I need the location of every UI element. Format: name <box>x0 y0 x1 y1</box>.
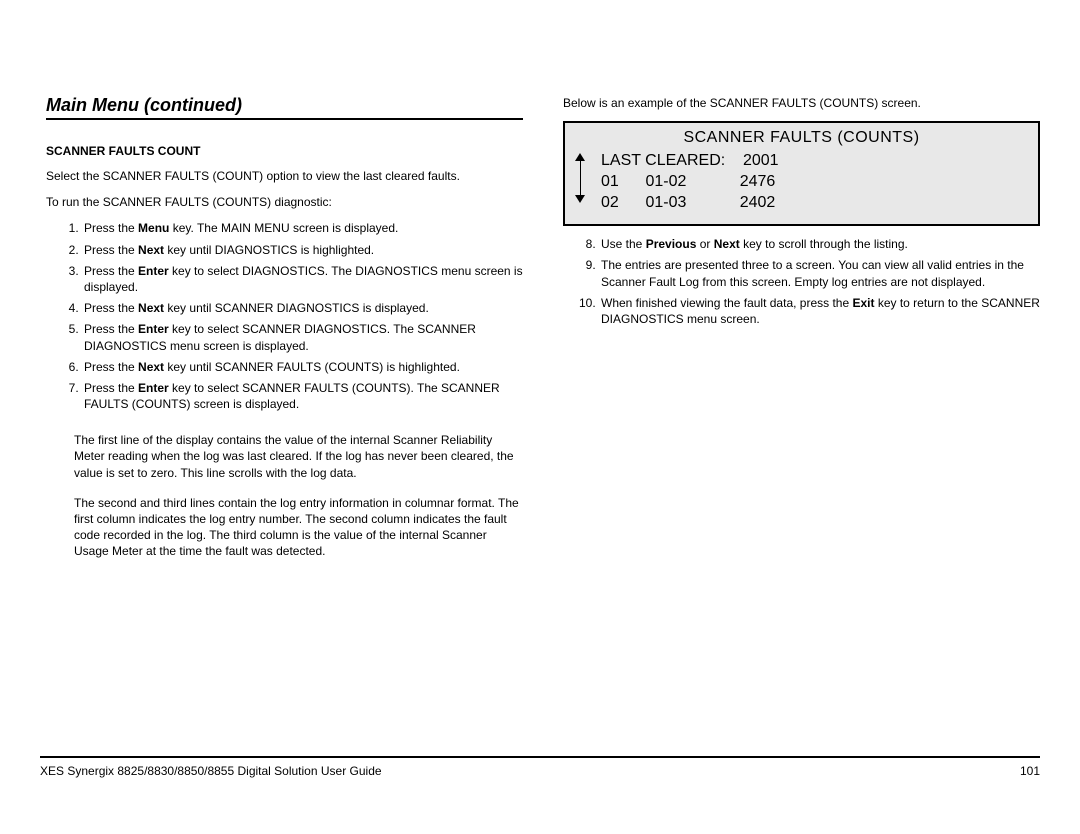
screen-intro-text: Below is an example of the SCANNER FAULT… <box>563 95 1040 111</box>
intro-paragraph-1: Select the SCANNER FAULTS (COUNT) option… <box>46 168 523 184</box>
screen-row: 02 01-03 2402 <box>601 193 1028 214</box>
footer-rule <box>40 756 1040 758</box>
step-item: Press the Next key until SCANNER FAULTS … <box>82 359 523 375</box>
screen-row: 01 01-02 2476 <box>601 172 1028 193</box>
left-column: Main Menu (continued) SCANNER FAULTS COU… <box>46 95 523 574</box>
step-item: When finished viewing the fault data, pr… <box>599 295 1040 327</box>
screen-title: SCANNER FAULTS (COUNTS) <box>575 129 1028 147</box>
screen-example-box: SCANNER FAULTS (COUNTS) LAST CLEARED: 20… <box>563 121 1040 226</box>
right-column: Below is an example of the SCANNER FAULT… <box>563 95 1040 574</box>
step-item: Use the Previous or Next key to scroll t… <box>599 236 1040 252</box>
footer-left-text: XES Synergix 8825/8830/8850/8855 Digital… <box>40 764 382 778</box>
step-item: Press the Enter key to select DIAGNOSTIC… <box>82 263 523 295</box>
arrow-line-icon <box>580 161 581 195</box>
intro-paragraph-2: To run the SCANNER FAULTS (COUNTS) diagn… <box>46 194 523 210</box>
footer-row: XES Synergix 8825/8830/8850/8855 Digital… <box>40 764 1040 778</box>
step-item: Press the Menu key. The MAIN MENU screen… <box>82 220 523 236</box>
section-header: Main Menu (continued) <box>46 95 523 120</box>
screen-rows: LAST CLEARED: 200101 01-02 247602 01-03 … <box>575 151 1028 213</box>
footer-page-number: 101 <box>1020 764 1040 778</box>
arrow-up-icon <box>575 153 585 161</box>
two-column-layout: Main Menu (continued) SCANNER FAULTS COU… <box>46 95 1040 574</box>
step-item: Press the Next key until DIAGNOSTICS is … <box>82 242 523 258</box>
steps-list-left: Press the Menu key. The MAIN MENU screen… <box>46 220 523 412</box>
explanatory-paragraph-1: The first line of the display contains t… <box>46 432 523 481</box>
subsection-heading: SCANNER FAULTS COUNT <box>46 144 523 158</box>
arrow-down-icon <box>575 195 585 203</box>
steps-list-right: Use the Previous or Next key to scroll t… <box>563 236 1040 327</box>
page: Main Menu (continued) SCANNER FAULTS COU… <box>0 0 1080 574</box>
scroll-arrows-icon <box>575 153 589 203</box>
screen-row: LAST CLEARED: 2001 <box>601 151 1028 172</box>
step-item: The entries are presented three to a scr… <box>599 257 1040 289</box>
step-item: Press the Next key until SCANNER DIAGNOS… <box>82 300 523 316</box>
step-item: Press the Enter key to select SCANNER DI… <box>82 321 523 353</box>
page-footer: XES Synergix 8825/8830/8850/8855 Digital… <box>40 756 1040 778</box>
step-item: Press the Enter key to select SCANNER FA… <box>82 380 523 412</box>
explanatory-paragraph-2: The second and third lines contain the l… <box>46 495 523 560</box>
